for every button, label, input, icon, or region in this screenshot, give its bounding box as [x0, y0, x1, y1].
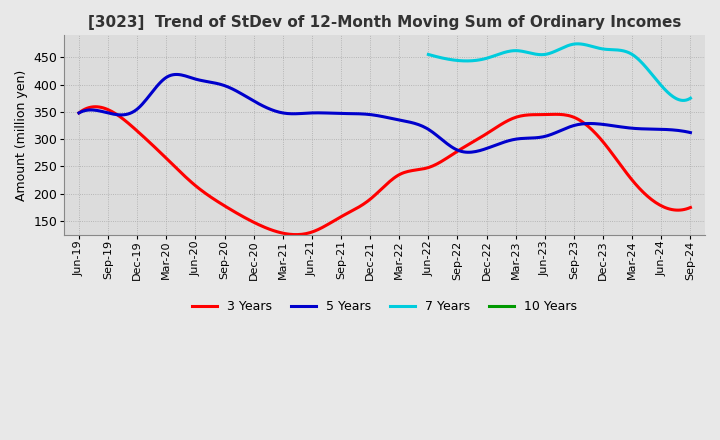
- Line: 5 Years: 5 Years: [79, 74, 690, 152]
- 3 Years: [443, 155, 451, 161]
- Y-axis label: Amount (million yen): Amount (million yen): [15, 70, 28, 201]
- Title: [3023]  Trend of StDev of 12-Month Moving Sum of Ordinary Incomes: [3023] Trend of StDev of 12-Month Moving…: [88, 15, 681, 30]
- 5 Years: [441, 139, 449, 145]
- 5 Years: [75, 110, 84, 116]
- 7 Years: [580, 42, 589, 47]
- 5 Years: [173, 72, 181, 77]
- Line: 3 Years: 3 Years: [79, 107, 690, 235]
- Legend: 3 Years, 5 Years, 7 Years, 10 Years: 3 Years, 5 Years, 7 Years, 10 Years: [187, 295, 582, 318]
- 3 Years: [686, 205, 695, 210]
- 7 Years: [585, 43, 594, 48]
- 3 Years: [91, 104, 99, 110]
- 3 Years: [441, 157, 449, 162]
- 7 Years: [686, 95, 695, 101]
- 7 Years: [662, 89, 671, 94]
- 5 Years: [633, 126, 642, 131]
- Line: 7 Years: 7 Years: [428, 44, 690, 100]
- 7 Years: [425, 52, 433, 57]
- 7 Years: [573, 41, 582, 47]
- 5 Years: [438, 138, 447, 143]
- 3 Years: [75, 110, 84, 116]
- 3 Years: [76, 109, 85, 114]
- 5 Years: [76, 109, 85, 114]
- 3 Years: [594, 134, 603, 139]
- 5 Years: [451, 147, 459, 152]
- 3 Years: [633, 183, 642, 189]
- 5 Years: [594, 121, 603, 127]
- 7 Years: [646, 70, 654, 75]
- 7 Years: [581, 42, 590, 48]
- 3 Years: [453, 149, 462, 154]
- 7 Years: [424, 52, 433, 57]
- 5 Years: [463, 150, 472, 155]
- 7 Years: [679, 98, 688, 103]
- 5 Years: [686, 130, 695, 135]
- 3 Years: [292, 232, 300, 237]
